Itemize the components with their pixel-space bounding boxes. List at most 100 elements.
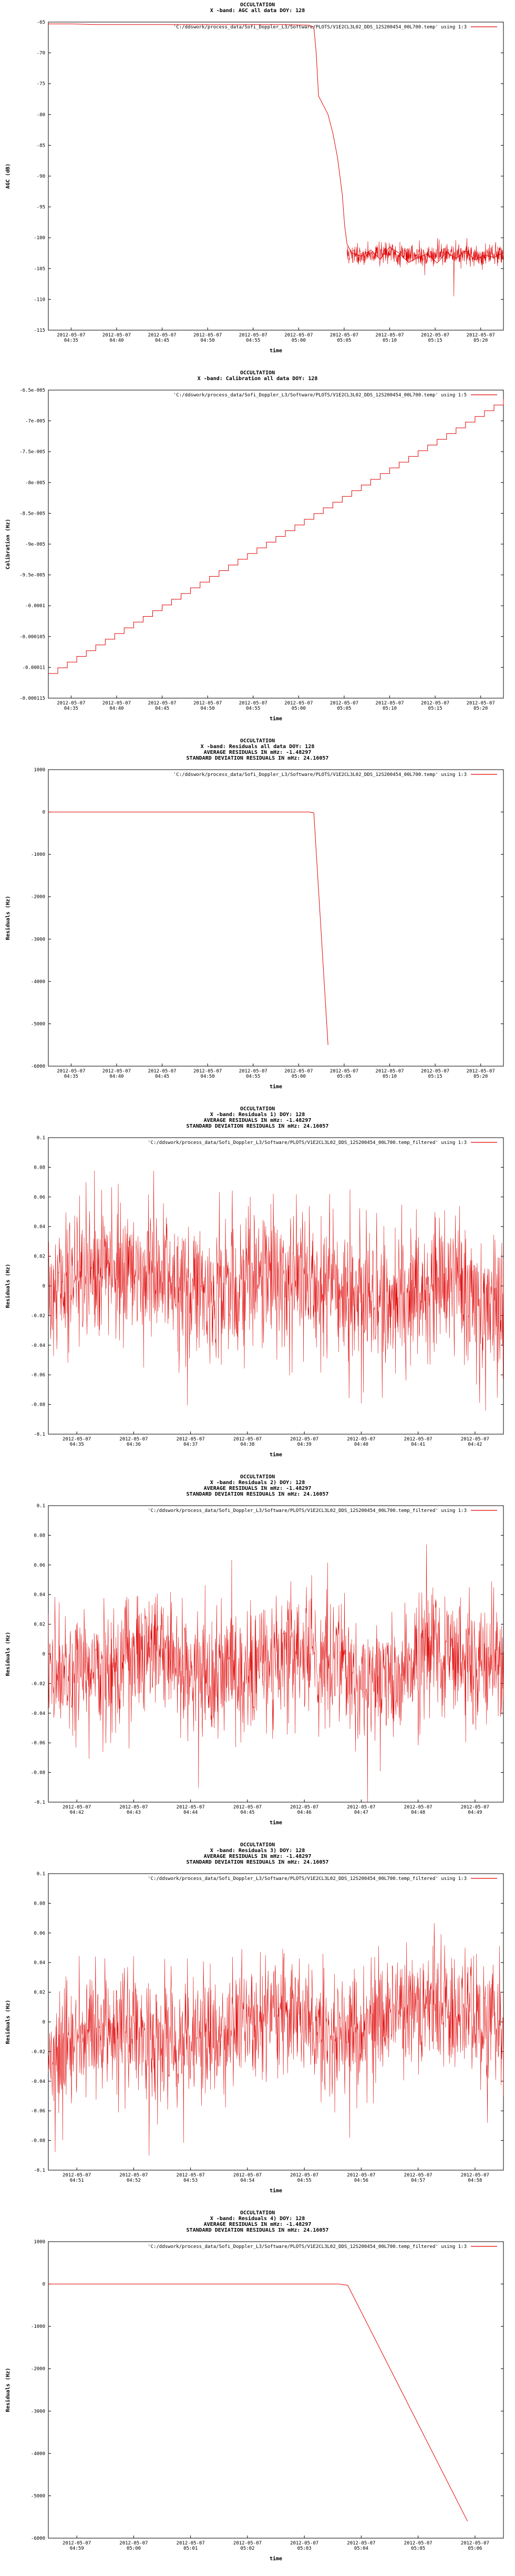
chart-title-line: X -band: Residuals 4) DOY: 128 <box>210 2215 305 2222</box>
x-tick-label: 04:37 <box>183 1442 198 1447</box>
x-tick-label: 2012-05-07 <box>57 701 85 706</box>
x-tick-label: 2012-05-07 <box>461 1805 489 1810</box>
x-tick-label: 2012-05-07 <box>177 1805 205 1810</box>
y-tick-label: -8.5e-005 <box>19 511 45 516</box>
x-tick-label: 04:45 <box>155 1074 169 1079</box>
x-tick-label: 2012-05-07 <box>63 2541 91 2546</box>
y-tick-label: -115 <box>34 328 45 333</box>
x-tick-label: 2012-05-07 <box>461 1437 489 1442</box>
x-tick-label: 04:35 <box>64 338 78 343</box>
y-tick-label: -110 <box>34 297 45 302</box>
y-tick-label: -75 <box>37 81 45 87</box>
legend-label: 'C:/ddswork/process_data/Sofi_Doppler_L3… <box>148 1140 467 1146</box>
x-tick-label: 2012-05-07 <box>404 1437 432 1442</box>
x-tick-label: 05:15 <box>428 338 442 343</box>
x-tick-label: 2012-05-07 <box>102 1069 131 1074</box>
x-tick-label: 2012-05-07 <box>119 2541 148 2546</box>
x-tick-label: 04:45 <box>155 706 169 711</box>
x-tick-label: 05:03 <box>297 2546 312 2551</box>
y-tick-label: -0.02 <box>31 1681 45 1686</box>
chart-title-line: OCCULTATION <box>240 1106 275 1112</box>
x-tick-label: 2012-05-07 <box>57 333 85 338</box>
plot-frame <box>48 22 504 331</box>
x-tick-label: 05:02 <box>240 2546 254 2551</box>
x-tick-label: 2012-05-07 <box>461 2173 489 2178</box>
y-tick-label: -7e-005 <box>25 419 45 424</box>
y-tick-label: 0.06 <box>34 1195 45 1200</box>
y-tick-label: -0.04 <box>31 1711 45 1716</box>
x-tick-label: 2012-05-07 <box>63 1437 91 1442</box>
x-tick-label: 2012-05-07 <box>233 1437 262 1442</box>
x-tick-label: 04:49 <box>468 1810 482 1815</box>
x-tick-label: 2012-05-07 <box>177 2173 205 2178</box>
x-tick-label: 2012-05-07 <box>239 701 267 706</box>
x-tick-label: 05:05 <box>337 338 351 343</box>
x-tick-label: 2012-05-07 <box>467 333 495 338</box>
x-tick-label: 2012-05-07 <box>177 1437 205 1442</box>
y-tick-label: -9.5e-005 <box>19 573 45 578</box>
x-tick-label: 04:52 <box>127 2178 141 2183</box>
x-tick-label: 04:59 <box>70 2546 84 2551</box>
x-tick-label: 2012-05-07 <box>290 2173 318 2178</box>
y-tick-label: 0.06 <box>34 1931 45 1936</box>
x-tick-label: 05:20 <box>473 338 488 343</box>
y-tick-label: 0 <box>43 2020 45 2025</box>
y-tick-label: -0.0001 <box>25 604 45 609</box>
x-tick-label: 2012-05-07 <box>148 333 176 338</box>
x-tick-label: 2012-05-07 <box>375 333 404 338</box>
y-tick-label: 0.1 <box>37 1872 45 1877</box>
y-axis-label: AGC (dB) <box>5 163 11 189</box>
x-tick-label: 2012-05-07 <box>239 1069 267 1074</box>
y-tick-label: 0.02 <box>34 1622 45 1628</box>
chart-title-line: OCCULTATION <box>240 2 275 8</box>
chart-title-line: AVERAGE RESIDUALS IN mHz: -1.48297 <box>204 1486 312 1491</box>
x-axis-label: time <box>270 2187 282 2194</box>
chart-title-line: AVERAGE RESIDUALS IN mHz: -1.48297 <box>204 2222 312 2227</box>
series-line <box>48 2284 468 2522</box>
y-tick-label: -8e-005 <box>25 481 45 486</box>
y-axis-label: Residuals (Hz) <box>5 2000 11 2044</box>
y-tick-label: -5000 <box>31 2493 45 2499</box>
chart-title-line: OCCULTATION <box>240 2210 275 2216</box>
x-tick-label: 04:40 <box>354 1442 368 1447</box>
x-tick-label: 05:10 <box>383 706 397 711</box>
x-tick-label: 2012-05-07 <box>119 1437 148 1442</box>
x-tick-label: 2012-05-07 <box>375 1069 404 1074</box>
chart-title-line: OCCULTATION <box>240 738 275 744</box>
x-tick-label: 04:47 <box>354 1810 368 1815</box>
x-tick-label: 04:35 <box>64 706 78 711</box>
x-tick-label: 05:01 <box>183 2546 198 2551</box>
x-tick-label: 04:53 <box>183 2178 198 2183</box>
x-tick-label: 05:00 <box>292 706 306 711</box>
series-line <box>48 24 504 264</box>
x-tick-label: 2012-05-07 <box>193 701 222 706</box>
y-tick-label: -6000 <box>31 1064 45 1069</box>
y-tick-label: -0.06 <box>31 1741 45 1746</box>
x-tick-label: 2012-05-07 <box>421 333 449 338</box>
x-tick-label: 2012-05-07 <box>347 2541 375 2546</box>
legend-label: 'C:/ddswork/process_data/Sofi_Doppler_L3… <box>173 25 467 30</box>
y-tick-label: -0.1 <box>34 2168 45 2173</box>
y-tick-label: -9e-005 <box>25 542 45 547</box>
x-tick-label: 04:56 <box>354 2178 368 2183</box>
x-tick-label: 05:15 <box>428 706 442 711</box>
y-axis-label: Calibration (Hz) <box>5 519 11 569</box>
y-tick-label: 0.04 <box>34 1960 45 1966</box>
y-tick-label: 0.06 <box>34 1563 45 1568</box>
chart-title-line: STANDARD DEVIATION RESIDUALS IN mHz: 24.… <box>187 1859 329 1865</box>
x-tick-label: 2012-05-07 <box>404 1805 432 1810</box>
y-tick-label: -3000 <box>31 2409 45 2414</box>
y-tick-label: -2000 <box>31 895 45 900</box>
x-tick-label: 04:40 <box>109 1074 123 1079</box>
y-tick-label: -7.5e-005 <box>19 449 45 455</box>
x-tick-label: 2012-05-07 <box>148 701 176 706</box>
x-tick-label: 2012-05-07 <box>177 2541 205 2546</box>
legend-label: 'C:/ddswork/process_data/Sofi_Doppler_L3… <box>148 2244 467 2250</box>
x-tick-label: 04:35 <box>64 1074 78 1079</box>
